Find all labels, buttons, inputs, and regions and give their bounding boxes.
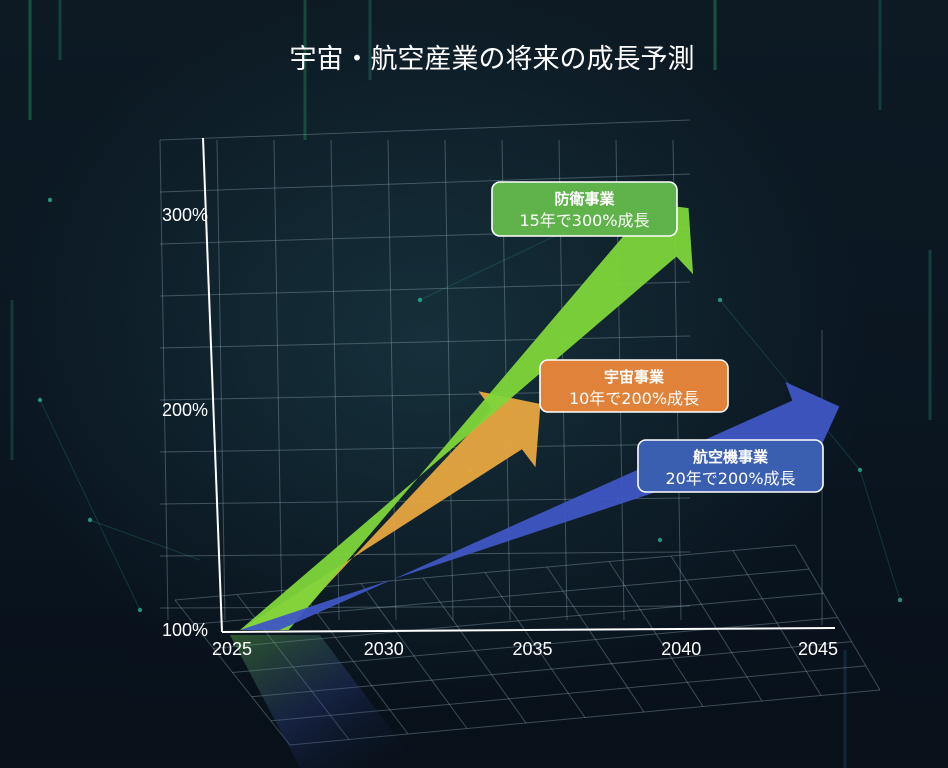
floor-reflection (230, 635, 420, 768)
bg-node (417, 297, 423, 303)
series-arrow (240, 391, 541, 630)
floor-grid-line (732, 550, 822, 696)
bg-link (89, 519, 201, 561)
x-tick-label: 2035 (512, 639, 552, 659)
series-callout: 防衛事業 15年で300%成長 (491, 181, 678, 237)
x-tick-label: 2045 (798, 639, 838, 659)
grid-line (444, 139, 454, 621)
series-arrow (240, 199, 694, 631)
bg-node (897, 597, 903, 603)
grid-line (159, 139, 169, 621)
grid-line (159, 551, 691, 557)
bg-node (137, 607, 143, 613)
bg-node (37, 397, 43, 403)
y-tick-label: 100% (162, 620, 208, 640)
callout-series-name: 防衛事業 (554, 190, 615, 208)
series-layer (240, 199, 840, 631)
y-tick-labels: 100% 200% 300% (162, 205, 208, 640)
floor-grid-line (484, 572, 586, 718)
callout-growth-text: 20年で200%成長 (665, 469, 795, 488)
bg-node (717, 297, 723, 303)
callout-box (637, 439, 824, 493)
floor-grid-line (608, 561, 704, 707)
grid-line (159, 335, 691, 349)
series-callout: 宇宙事業 10年で200%成長 (539, 359, 729, 413)
grid-line (273, 139, 283, 621)
x-tick-labels: 2025 2030 2035 2040 2045 (212, 639, 838, 659)
grid-line (159, 605, 691, 609)
series-callout: 航空機事業 20年で200%成長 (637, 439, 824, 493)
callout-box (539, 359, 729, 413)
bg-link (39, 399, 141, 611)
bg-node (47, 197, 53, 203)
background-streaks (10, 0, 932, 768)
callout-growth-text: 15年で300%成長 (519, 211, 649, 230)
callout-series-name: 宇宙事業 (604, 368, 665, 386)
callout-series-name: 航空機事業 (693, 448, 769, 466)
x-tick-label: 2030 (364, 639, 404, 659)
x-tick-label: 2040 (661, 639, 701, 659)
floor-grid-line (422, 577, 527, 724)
y-tick-label: 200% (162, 400, 208, 420)
callout-growth-text: 10年で200%成長 (569, 389, 699, 408)
x-axis-line (221, 627, 836, 633)
grid-line (330, 139, 340, 621)
grid-line (159, 443, 691, 453)
y-axis-line (202, 137, 223, 633)
floor-grid-line (546, 566, 645, 713)
bg-link (859, 469, 901, 601)
floor-grid-line (174, 544, 796, 601)
x-tick-label: 2025 (212, 639, 252, 659)
bg-node (657, 537, 663, 543)
floor-grid-line (174, 599, 291, 746)
grid-line (159, 119, 691, 141)
grid-line (216, 139, 226, 621)
floor-grid-line (794, 544, 881, 691)
chart-axes (202, 137, 836, 633)
bg-node (857, 467, 863, 473)
bg-node (87, 517, 93, 523)
y-tick-label: 300% (162, 205, 208, 225)
series-arrow (240, 382, 840, 630)
grid-line (159, 173, 691, 193)
callout-box (491, 181, 678, 237)
chart-title: 宇宙・航空産業の将来の成長予測 (290, 44, 695, 75)
floor-grid-line (360, 583, 468, 729)
grid-line (387, 139, 397, 621)
